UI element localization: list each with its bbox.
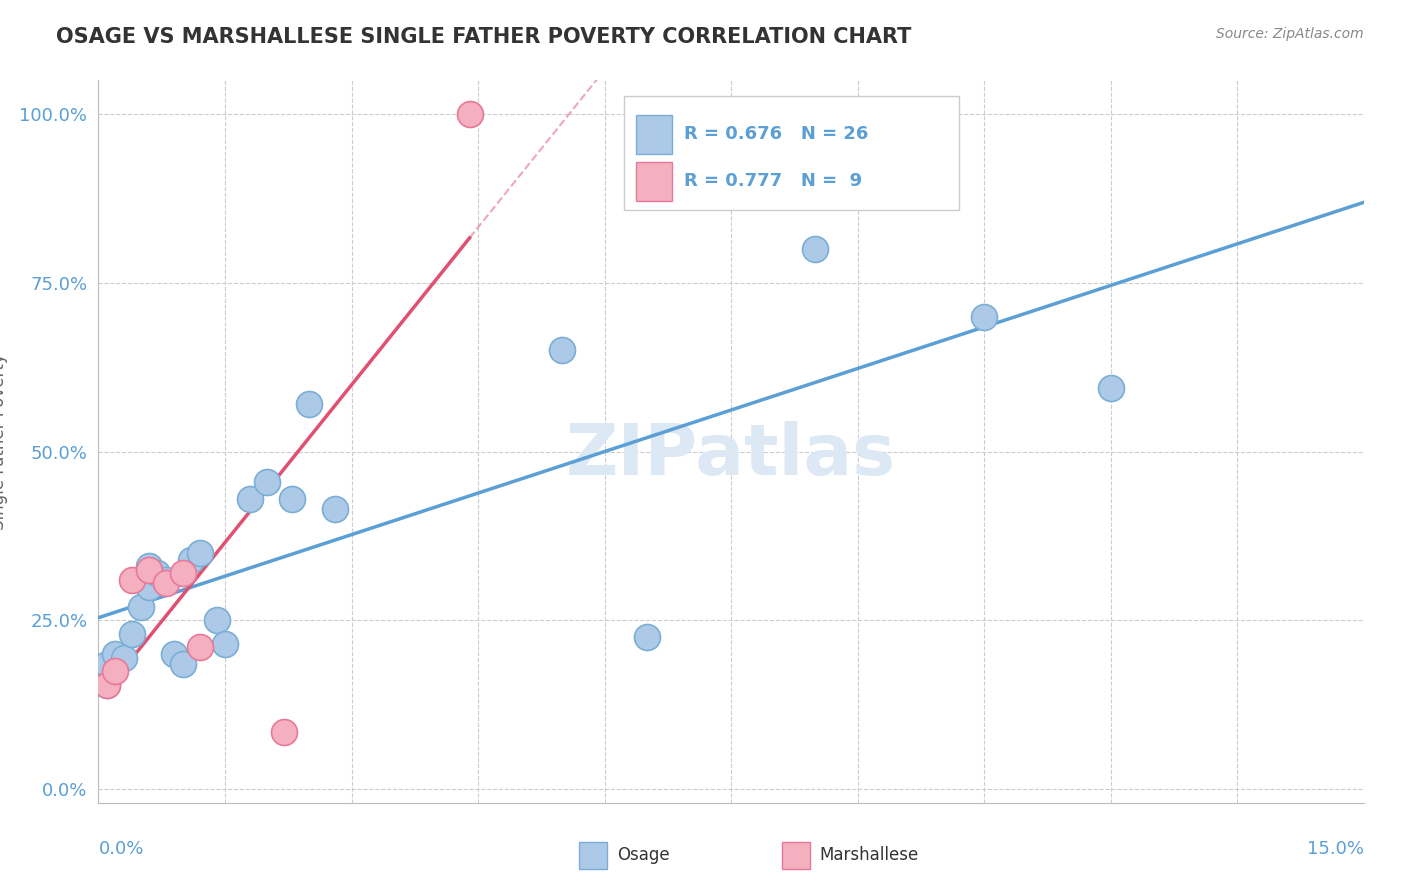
Point (239, 491, 262, 506)
Y-axis label: Single Father Poverty: Single Father Poverty (0, 353, 8, 530)
Text: Source: ZipAtlas.com: Source: ZipAtlas.com (1216, 27, 1364, 41)
Text: R = 0.676   N = 26: R = 0.676 N = 26 (685, 126, 869, 144)
Text: Marshallese: Marshallese (820, 846, 920, 863)
Point (146, 566, 169, 581)
Point (256, 475, 278, 489)
Point (973, 310, 995, 324)
Point (155, 573, 177, 587)
Point (121, 627, 143, 641)
Point (180, 552, 202, 566)
Point (298, 397, 321, 411)
Text: R = 0.777   N =  9: R = 0.777 N = 9 (685, 172, 862, 190)
Point (104, 664, 127, 678)
Point (281, 491, 304, 506)
Point (112, 650, 135, 665)
Point (1099, 380, 1122, 394)
Point (96, 657, 118, 672)
FancyBboxPatch shape (579, 842, 607, 870)
Point (138, 580, 160, 594)
Point (138, 559, 160, 574)
Point (163, 647, 186, 661)
Text: 15.0%: 15.0% (1306, 840, 1364, 858)
Text: 0.0%: 0.0% (98, 840, 143, 858)
Text: OSAGE VS MARSHALLESE SINGLE FATHER POVERTY CORRELATION CHART: OSAGE VS MARSHALLESE SINGLE FATHER POVER… (56, 27, 911, 46)
Point (188, 640, 211, 655)
Point (804, 242, 827, 256)
FancyBboxPatch shape (782, 842, 810, 870)
FancyBboxPatch shape (623, 96, 959, 211)
Point (96, 678, 118, 692)
Point (129, 599, 152, 614)
Point (636, 631, 658, 645)
Point (214, 637, 236, 651)
FancyBboxPatch shape (636, 114, 672, 154)
Point (138, 563, 160, 577)
Point (458, 107, 481, 121)
Point (96, 678, 118, 692)
Point (188, 546, 211, 560)
Text: Osage: Osage (617, 846, 669, 863)
Point (323, 502, 346, 516)
Point (205, 614, 228, 628)
Text: ZIPatlas: ZIPatlas (567, 422, 896, 491)
Point (551, 343, 574, 358)
Point (155, 576, 177, 591)
Point (273, 725, 295, 739)
Point (121, 573, 143, 587)
Point (172, 657, 194, 672)
Point (172, 566, 194, 581)
Point (104, 647, 127, 661)
FancyBboxPatch shape (636, 161, 672, 202)
